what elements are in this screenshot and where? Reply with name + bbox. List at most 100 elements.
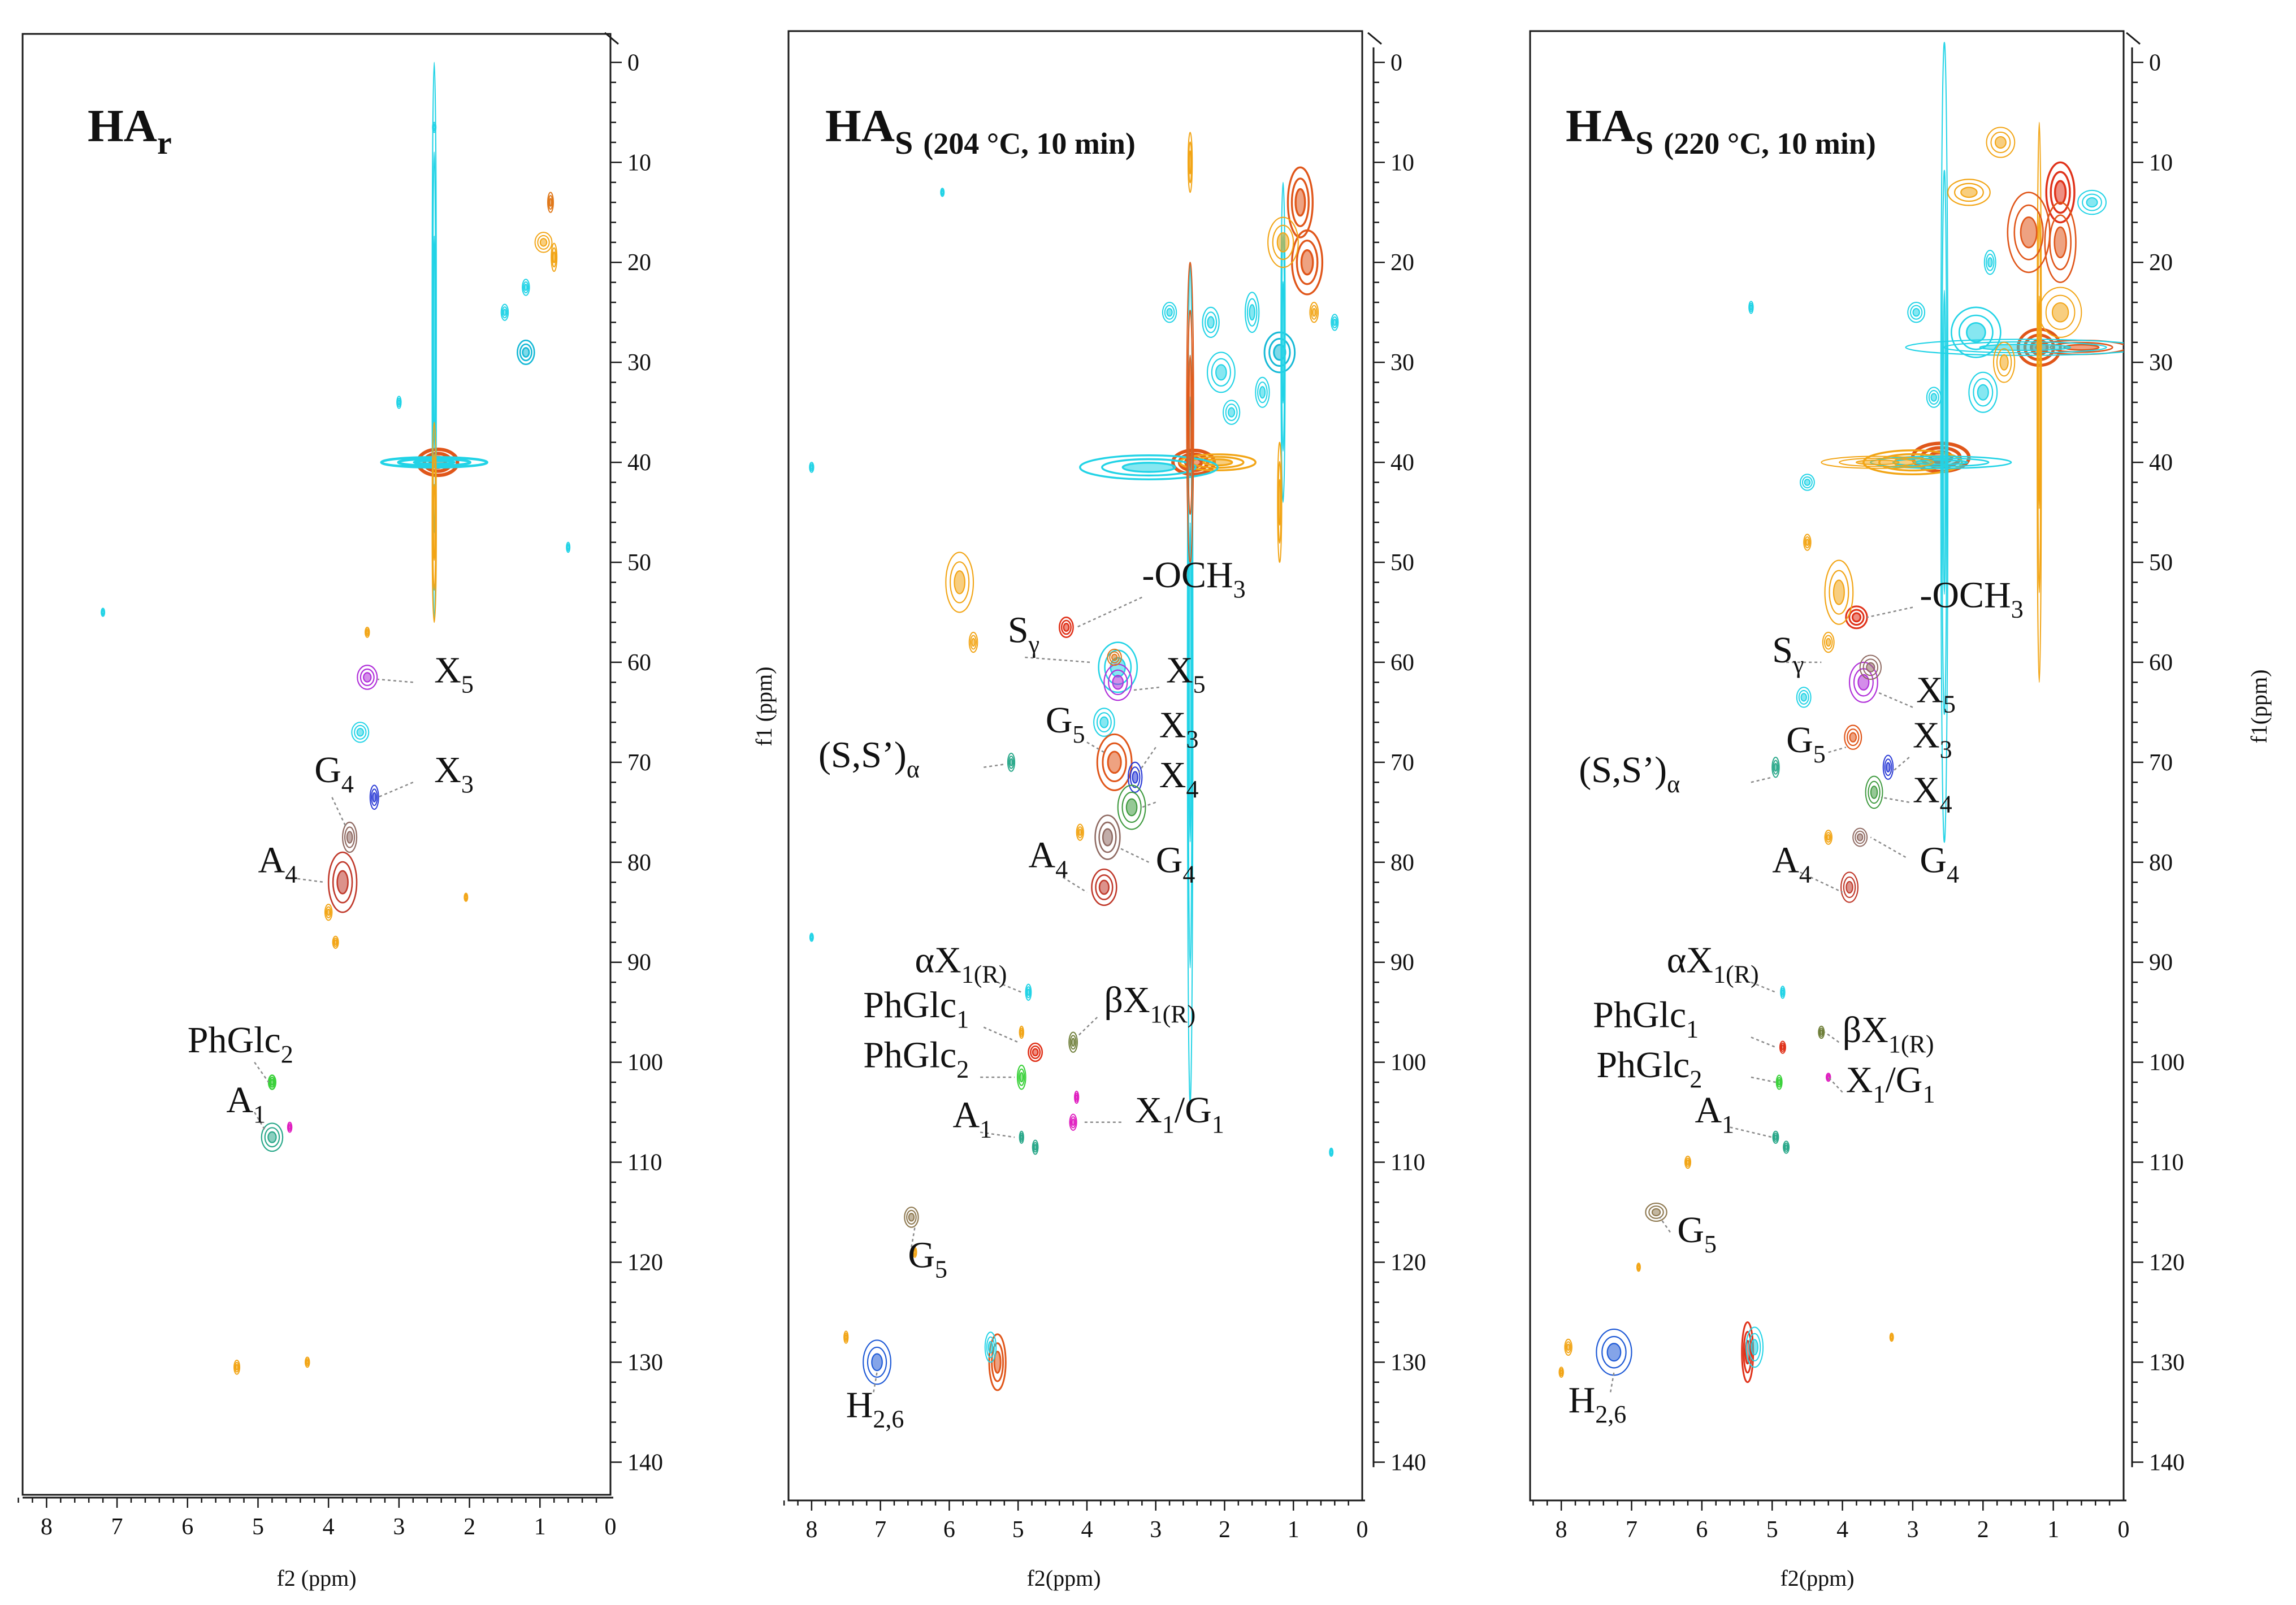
peak-contour <box>2049 214 2072 271</box>
peak <box>1926 387 1942 408</box>
peak-contour <box>1255 376 1270 408</box>
peak <box>1028 1042 1043 1062</box>
annotation-sub: 1 <box>1686 1016 1699 1043</box>
peak-contour <box>1968 371 1998 413</box>
annotation-sub: 1 <box>1873 1081 1885 1108</box>
y-tick-label: 130 <box>1390 1350 1426 1376</box>
peak <box>1741 1321 1755 1383</box>
peak-contour <box>1780 1042 1786 1052</box>
peak <box>233 1359 241 1375</box>
peak <box>357 665 378 690</box>
peak-contour <box>1886 762 1891 773</box>
peak-contour <box>908 1213 915 1222</box>
peak-contour <box>1108 669 1128 696</box>
peaks-layer <box>1558 42 2124 1383</box>
peak-contour <box>1166 307 1173 317</box>
peak <box>1947 179 1991 206</box>
annotation-sub: 1(R) <box>961 960 1007 988</box>
peak <box>522 279 530 296</box>
peak-contour <box>396 396 402 409</box>
peak-contour <box>1028 1042 1043 1062</box>
peak-contour <box>2044 201 2077 283</box>
peak-annotation: -OCH3 <box>1866 575 2024 623</box>
peak-contour <box>1798 689 1809 705</box>
peak <box>1745 1326 1764 1368</box>
peak <box>305 1356 310 1368</box>
peak-contour <box>1999 354 2009 371</box>
peak <box>566 541 571 553</box>
peak <box>1076 823 1084 841</box>
annotation-sub: 2,6 <box>873 1406 904 1433</box>
y-tick-label: 30 <box>2149 350 2173 376</box>
peak-contour <box>306 1360 309 1365</box>
y-tick-label: 30 <box>1390 350 1414 376</box>
peak-contour <box>1748 301 1754 314</box>
peak <box>2038 287 2082 338</box>
annotation-main: G <box>1046 700 1073 741</box>
y-axis-break <box>604 32 619 45</box>
peak-contour <box>1019 1130 1024 1144</box>
peak-contour <box>1852 827 1868 847</box>
peak <box>1186 262 1194 1103</box>
annotation-main: X <box>1913 770 1940 811</box>
panel-title-main: HA <box>88 100 157 151</box>
peak-contour <box>502 309 507 316</box>
y-tick-label: 10 <box>1390 150 1414 176</box>
peak <box>1824 559 1854 625</box>
peak-contour <box>1848 609 1865 626</box>
annotation-main: H <box>1569 1380 1596 1421</box>
peak <box>1263 331 1296 374</box>
peak-contour <box>1645 1202 1667 1222</box>
peak-annotation: G5 <box>1786 719 1847 768</box>
peak-contour <box>871 1353 883 1372</box>
peak <box>1779 1040 1786 1054</box>
peak-contour <box>1771 757 1780 778</box>
peak-contour <box>1296 240 1319 285</box>
peak-contour <box>1855 830 1866 844</box>
peak <box>1267 216 1299 268</box>
peak <box>1824 830 1833 845</box>
peak-annotation: X1/G1 <box>1083 1090 1224 1138</box>
peak-contour <box>233 1359 241 1375</box>
peak-contour <box>332 861 353 904</box>
panel-title-sub: S <box>895 124 913 161</box>
annotation-main: H <box>846 1385 873 1426</box>
peak <box>1286 166 1314 238</box>
peak <box>1244 292 1260 333</box>
leader-line <box>1062 877 1088 893</box>
peak-contour <box>534 232 553 253</box>
peak-contour <box>1907 302 1926 323</box>
peak-contour <box>264 1127 280 1148</box>
peak <box>1103 663 1133 701</box>
peak-contour <box>1267 216 1299 268</box>
x-tick-label: 7 <box>111 1514 123 1540</box>
annotation-label: G5 <box>1046 700 1085 748</box>
peak-contour <box>1311 307 1316 317</box>
leader-line <box>1117 847 1150 863</box>
peak-contour <box>1060 619 1072 635</box>
annotation-main: αX <box>1667 939 1713 981</box>
peak-annotation: A1 <box>1695 1090 1773 1138</box>
peak <box>267 1074 276 1090</box>
annotation-label: X3 <box>1913 714 1952 763</box>
y-tick-label: 30 <box>627 350 651 376</box>
annotation-label: αX1(R) <box>915 939 1007 988</box>
peak <box>1094 814 1121 860</box>
peak-contour <box>1259 386 1266 399</box>
peak-contour <box>1848 661 1878 703</box>
peak-contour <box>1820 1029 1823 1035</box>
peak-contour <box>1824 830 1833 845</box>
peak-annotation: X3 <box>377 749 474 798</box>
peak-contour <box>1096 712 1112 732</box>
peak-contour <box>1803 533 1812 551</box>
peak-contour <box>1958 314 1994 350</box>
y-tick-label: 70 <box>1390 750 1414 776</box>
x-tick-label: 7 <box>1626 1517 1637 1543</box>
peak-contour <box>1098 879 1110 895</box>
annotation-label: αX1(R) <box>1667 939 1759 988</box>
peak-contour <box>268 1077 275 1088</box>
peak-contour <box>1966 322 1986 343</box>
peak <box>809 462 815 473</box>
peak-contour <box>1684 1155 1691 1169</box>
annotation-label: A1 <box>226 1079 266 1128</box>
